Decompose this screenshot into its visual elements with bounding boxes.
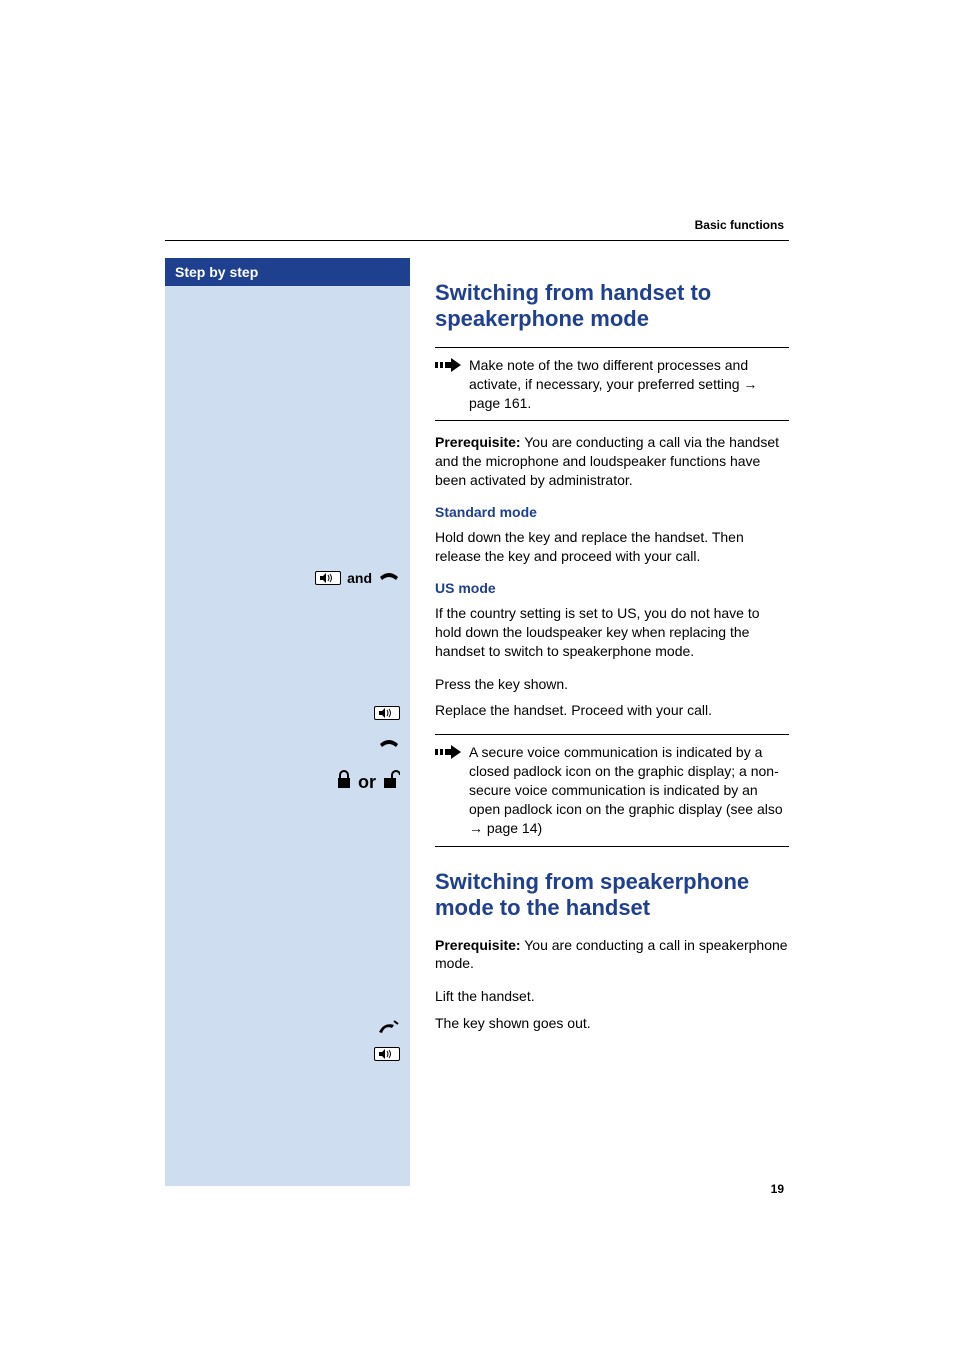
replace-text: Replace the handset. Proceed with your c…	[435, 701, 789, 720]
step-padlock-or: or	[165, 770, 410, 795]
lift-text: Lift the handset.	[435, 987, 789, 1006]
note1-text: Make note of the two different processes…	[469, 356, 789, 413]
header-rule	[165, 240, 789, 241]
step-lift-handset	[165, 1019, 410, 1038]
speaker-key-icon	[315, 571, 341, 585]
prereq-2: Prerequisite: You are conducting a call …	[435, 936, 789, 974]
page-number: 19	[771, 1182, 784, 1196]
arrow-glyph: →	[743, 376, 757, 392]
step-speaker-key-out	[165, 1047, 410, 1061]
padlock-open-icon	[382, 770, 400, 795]
running-head: Basic functions	[695, 218, 784, 232]
main-content: Switching from handset to speakerphone m…	[435, 280, 789, 1041]
note-arrow-icon	[435, 743, 463, 761]
standard-mode-heading: Standard mode	[435, 504, 789, 520]
hangup-icon	[378, 736, 400, 753]
section1-title: Switching from handset to speakerphone m…	[435, 280, 789, 333]
press-key-text: Press the key shown.	[435, 675, 789, 694]
step-speaker-and-hangup: and	[165, 569, 410, 586]
or-label: or	[358, 772, 376, 793]
arrow-glyph: →	[469, 820, 483, 836]
sidebar-title: Step by step	[165, 258, 410, 286]
prereq-1: Prerequisite: You are conducting a call …	[435, 433, 789, 490]
us-mode-heading: US mode	[435, 580, 789, 596]
hangup-icon	[378, 569, 400, 586]
section2-title: Switching from speakerphone mode to the …	[435, 869, 789, 922]
step-hangup	[165, 736, 410, 753]
speaker-key-icon	[374, 1047, 400, 1061]
goes-out-text: The key shown goes out.	[435, 1014, 789, 1033]
note-box-2: A secure voice communication is indicate…	[435, 734, 789, 846]
note-box-1: Make note of the two different processes…	[435, 347, 789, 422]
lift-handset-icon	[376, 1019, 400, 1038]
note2-text: A secure voice communication is indicate…	[469, 743, 789, 837]
note-arrow-icon	[435, 356, 463, 374]
and-label: and	[347, 570, 372, 586]
step-speaker-key	[165, 706, 410, 720]
standard-mode-text: Hold down the key and replace the handse…	[435, 528, 789, 566]
speaker-key-icon	[374, 706, 400, 720]
padlock-closed-icon	[336, 770, 352, 795]
us-mode-text: If the country setting is set to US, you…	[435, 604, 789, 661]
